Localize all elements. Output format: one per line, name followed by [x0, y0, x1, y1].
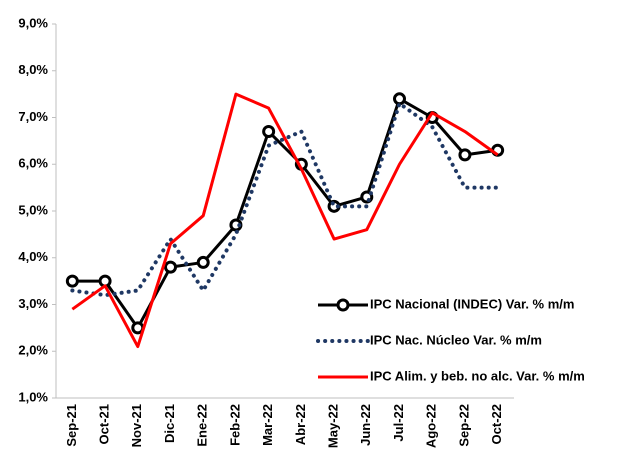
x-tick-label: Sep-21: [64, 404, 79, 447]
marker: [65, 274, 79, 288]
marker: [458, 148, 472, 162]
x-tick-label: Feb-22: [227, 404, 242, 446]
x-tick-label: Ago-22: [424, 404, 439, 448]
marker: [196, 255, 210, 269]
x-tick-label: Ene-22: [195, 404, 210, 447]
x-tick-label: Mar-22: [260, 404, 275, 446]
marker: [164, 260, 177, 274]
legend-marker: [336, 298, 350, 312]
series-line: [71, 92, 499, 349]
legend-label: IPC Alim. y beb. no alc. Var. % m/m: [370, 368, 585, 383]
x-tick-label: Jun-22: [358, 404, 373, 446]
legend-label: IPC Nacional (INDEC) Var. % m/m: [370, 296, 574, 311]
y-tick-label: 8,0%: [18, 62, 48, 77]
y-tick-label: 6,0%: [18, 156, 48, 171]
marker: [262, 125, 276, 139]
x-tick-label: Oct-21: [97, 404, 112, 444]
x-tick-label: Dic-21: [162, 404, 177, 443]
x-tick-label: Jul-22: [391, 404, 406, 442]
legend-label: IPC Nac. Núcleo Var. % m/m: [370, 332, 542, 347]
x-tick-label: May-22: [326, 404, 341, 448]
y-tick-label: 3,0%: [18, 296, 48, 311]
y-tick-label: 4,0%: [18, 249, 48, 264]
x-tick-label: Oct-22: [489, 404, 504, 444]
x-tick-label: Nov-21: [129, 404, 144, 447]
y-tick-label: 7,0%: [18, 109, 48, 124]
y-tick-label: 9,0%: [18, 15, 48, 30]
y-tick-label: 5,0%: [18, 202, 48, 217]
y-tick-label: 2,0%: [18, 343, 48, 358]
x-tick-label: Abr-22: [293, 404, 308, 445]
marker: [393, 92, 406, 106]
y-tick-label: 1,0%: [18, 389, 48, 404]
series-line: [70, 101, 500, 298]
legend: IPC Nacional (INDEC) Var. % m/m IPC Nac. …: [316, 296, 585, 383]
x-tick-label: Sep-22: [456, 404, 471, 447]
